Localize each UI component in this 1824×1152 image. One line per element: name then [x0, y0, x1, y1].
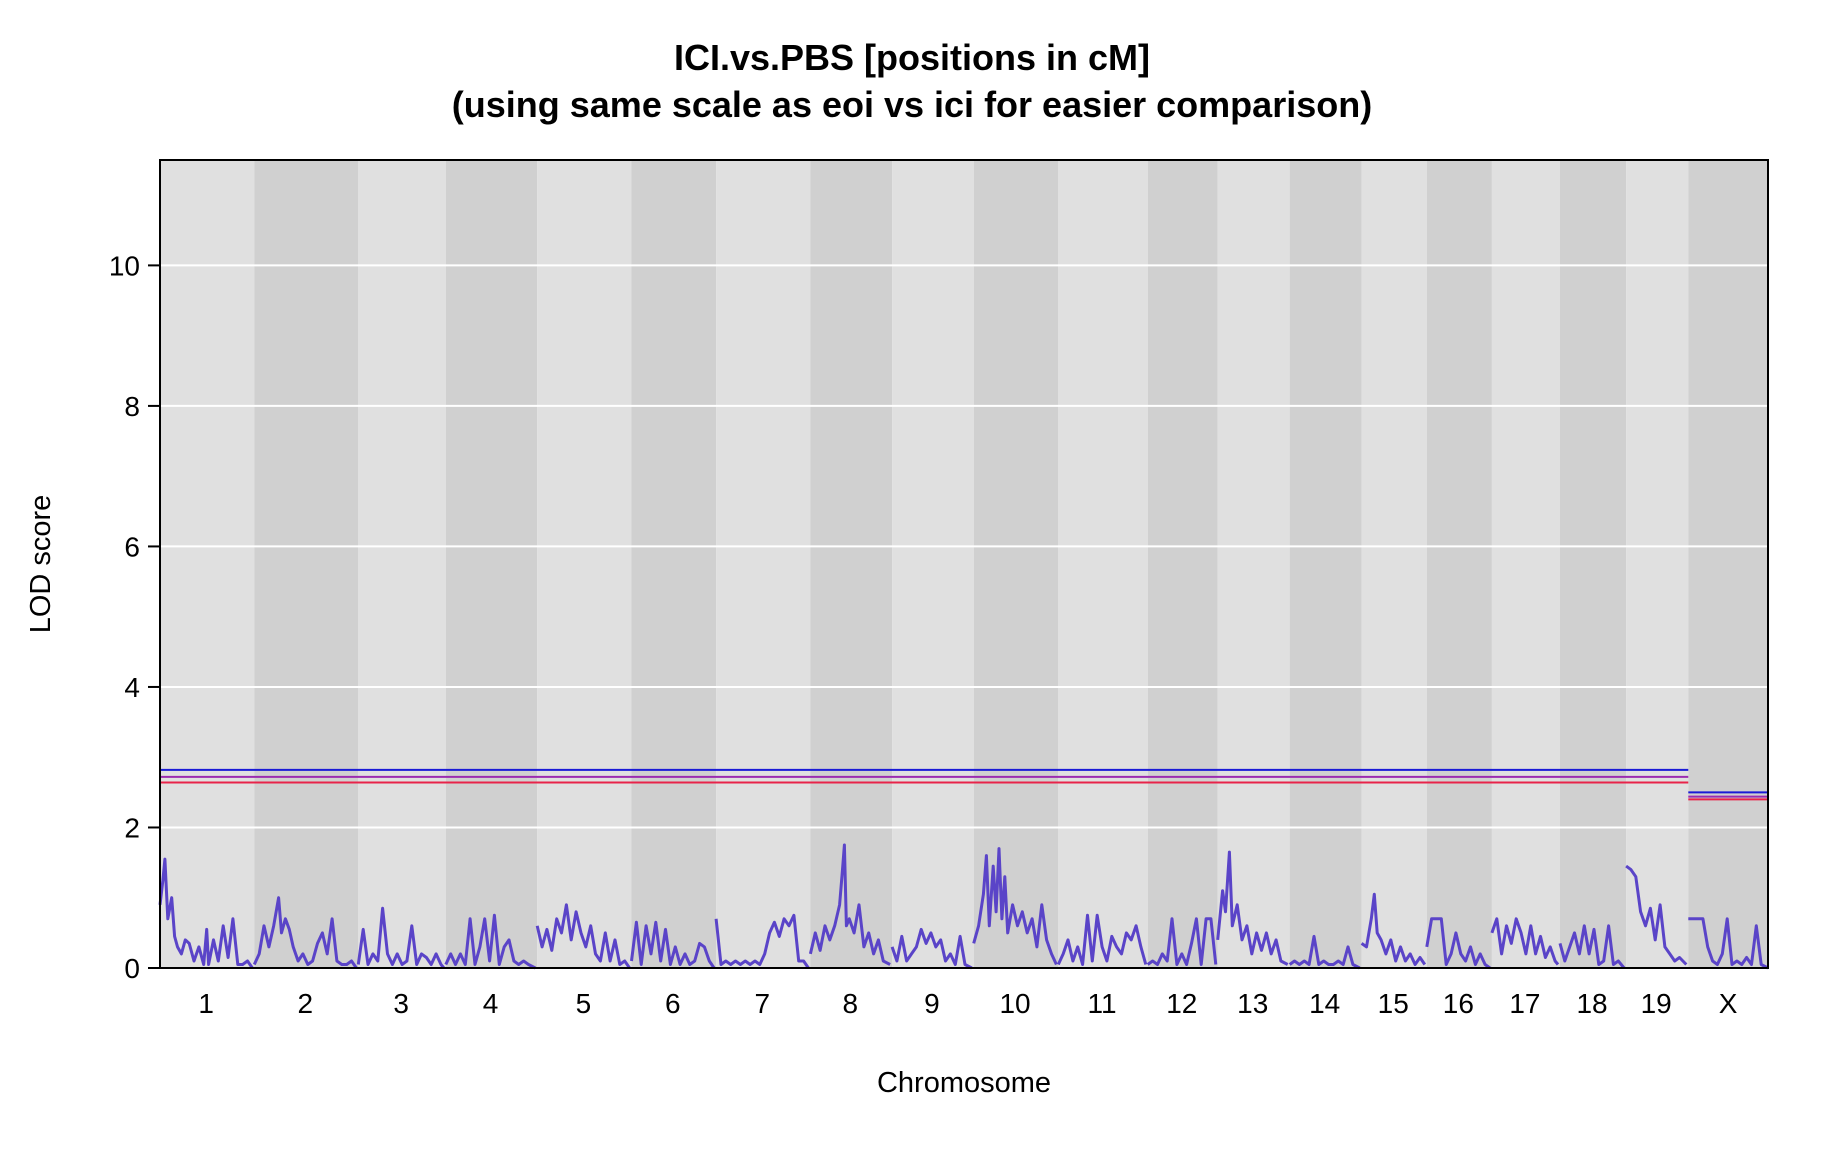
x-tick-label-5: 5	[576, 988, 592, 1019]
x-tick-label-10: 10	[999, 988, 1030, 1019]
y-tick-label: 4	[124, 672, 140, 703]
lod-curve-chr-18	[1558, 924, 1626, 969]
x-tick-label-16: 16	[1443, 988, 1474, 1019]
chromosome-band-18	[1559, 160, 1627, 968]
chromosome-band-2	[254, 160, 359, 968]
x-axis-ticks: 1 2 3 4 5 6 7 8 9 10 11 12 13 14 15 16 17 18 19 X	[198, 988, 1737, 1019]
threshold-lines	[160, 768, 1768, 801]
x-tick-label-19: 19	[1641, 988, 1672, 1019]
chromosome-band-19	[1626, 160, 1689, 968]
x-tick-label-12: 12	[1166, 988, 1197, 1019]
lod-curve-chr-2	[252, 896, 358, 969]
lod-curve-chr-16	[1425, 917, 1491, 970]
x-tick-label-4: 4	[483, 988, 499, 1019]
lod-curve-chr-10	[972, 847, 1058, 966]
chromosome-band-15	[1361, 160, 1427, 968]
title-line: ICI.vs.PBS [positions in cM]	[673, 37, 1151, 78]
chromosome-band-8	[810, 160, 893, 968]
lod-curve-chr-5	[535, 903, 631, 969]
chromosome-band-13	[1217, 160, 1290, 968]
chromosome-band-11	[1058, 160, 1148, 968]
chromosome-band-17	[1491, 160, 1560, 968]
x-tick-label-3: 3	[393, 988, 409, 1019]
x-tick-label-13: 13	[1237, 988, 1268, 1019]
lod-curve-chr-14	[1288, 934, 1361, 970]
chromosome-band-10	[973, 160, 1059, 968]
lod-curve-chr-7	[714, 913, 810, 969]
x-tick-label-2: 2	[298, 988, 314, 1019]
y-tick-label: 8	[124, 391, 140, 422]
chromosome-band-12	[1147, 160, 1218, 968]
lod-curve-chr-11	[1056, 913, 1148, 966]
y-tick-label: 2	[124, 812, 140, 843]
x-tick-label-X: X	[1719, 988, 1738, 1019]
lod-curve-chr-12	[1146, 917, 1218, 966]
lod-curve-chr-15	[1360, 892, 1427, 966]
chromosome-band-7	[716, 160, 811, 968]
chromosome-band-1	[160, 160, 255, 968]
x-tick-label-15: 15	[1378, 988, 1409, 1019]
x-tick-label-11: 11	[1088, 988, 1117, 1019]
lod-curve-chr-1	[158, 857, 254, 969]
y-tick-label: 10	[109, 250, 140, 281]
grid-lines	[160, 264, 1768, 829]
plot-frame	[159, 159, 1769, 969]
chromosome-band-6	[631, 160, 717, 968]
lod-curve-chr-19	[1625, 864, 1688, 966]
lod-curve-chr-3	[356, 906, 446, 969]
x-tick-label-1: 1	[198, 988, 214, 1019]
chromosome-band-16	[1426, 160, 1492, 968]
x-tick-label-17: 17	[1509, 988, 1540, 1019]
lod-curves	[158, 843, 1769, 970]
y-axis-ticks: 0 2 4 6 8 10	[109, 250, 160, 984]
x-tick-label-7: 7	[754, 988, 770, 1019]
chromosome-bands	[160, 160, 1768, 968]
y-axis-label: LOD score	[25, 495, 57, 634]
y-tick-label: 6	[124, 531, 140, 562]
x-tick-label-14: 14	[1309, 988, 1340, 1019]
x-tick-label-6: 6	[665, 988, 681, 1019]
y-tick-label: 0	[124, 953, 140, 984]
lod-curve-chr-13	[1216, 850, 1289, 966]
lod-curve-chr-X	[1688, 917, 1769, 970]
lod-curve-chr-17	[1490, 917, 1560, 966]
lod-curve-chr-6	[630, 920, 716, 969]
chromosome-band-14	[1289, 160, 1362, 968]
chart-title: ICI.vs.PBS [positions in cM] (using same…	[0, 34, 1824, 128]
x-tick-label-18: 18	[1576, 988, 1607, 1019]
x-tick-label-9: 9	[924, 988, 940, 1019]
lod-curve-chr-4	[444, 913, 536, 970]
chromosome-band-5	[537, 160, 632, 968]
lod-curve-chr-8	[808, 843, 891, 966]
chromosome-band-4	[445, 160, 538, 968]
x-axis-label: Chromosome	[877, 1067, 1051, 1099]
chromosome-band-9	[892, 160, 974, 968]
chromosome-band-X	[1688, 160, 1768, 968]
lod-curve-chr-9	[890, 927, 973, 970]
chromosome-band-3	[358, 160, 446, 968]
subtitle-line: (using same scale as eoi vs ici for easi…	[451, 84, 1373, 125]
x-tick-label-8: 8	[842, 988, 858, 1019]
